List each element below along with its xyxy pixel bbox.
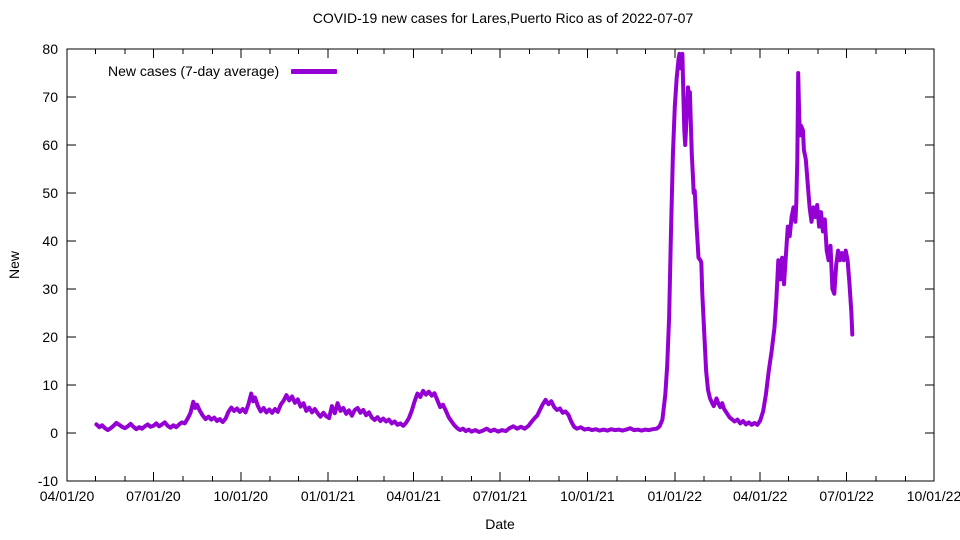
series-line-group — [94, 51, 855, 434]
tick-label: 10/01/20 — [214, 488, 269, 504]
tick-label: 01/01/21 — [301, 488, 356, 504]
chart-title: COVID-19 new cases for Lares,Puerto Rico… — [312, 10, 694, 26]
legend-line-sample — [291, 68, 338, 74]
x-axis-ticks — [66, 49, 935, 481]
tick-label: 10 — [42, 377, 58, 393]
series-line — [94, 51, 855, 434]
tick-label: 80 — [42, 41, 58, 57]
tick-label: 60 — [42, 137, 58, 153]
tick-label: 01/01/22 — [648, 488, 703, 504]
tick-label: 04/01/22 — [733, 488, 788, 504]
tick-label: 07/01/22 — [819, 488, 874, 504]
tick-label: 10/01/22 — [907, 488, 960, 504]
y-tick-labels: -10 0 10 20 30 40 50 60 70 80 — [38, 41, 58, 489]
legend: New cases (7-day average) — [108, 63, 338, 79]
tick-label: 07/01/21 — [473, 488, 528, 504]
tick-label: 07/01/20 — [126, 488, 181, 504]
tick-label: 10/01/21 — [560, 488, 615, 504]
plot-border — [66, 48, 935, 482]
x-tick-labels: 04/01/20 07/01/20 10/01/20 01/01/21 04/01/21… — [40, 488, 960, 504]
tick-label: 50 — [42, 185, 58, 201]
x-axis-label: Date — [485, 516, 515, 532]
tick-label: 40 — [42, 233, 58, 249]
tick-label: 20 — [42, 329, 58, 345]
y-axis-ticks — [67, 48, 934, 482]
tick-label: 30 — [42, 281, 58, 297]
tick-label: 0 — [50, 425, 58, 441]
tick-label: 70 — [42, 89, 58, 105]
legend-label: New cases (7-day average) — [108, 63, 280, 79]
tick-label: 04/01/20 — [40, 488, 95, 504]
tick-label: -10 — [38, 473, 58, 489]
plot-border-rect — [66, 48, 935, 482]
tick-label: 04/01/21 — [386, 488, 441, 504]
